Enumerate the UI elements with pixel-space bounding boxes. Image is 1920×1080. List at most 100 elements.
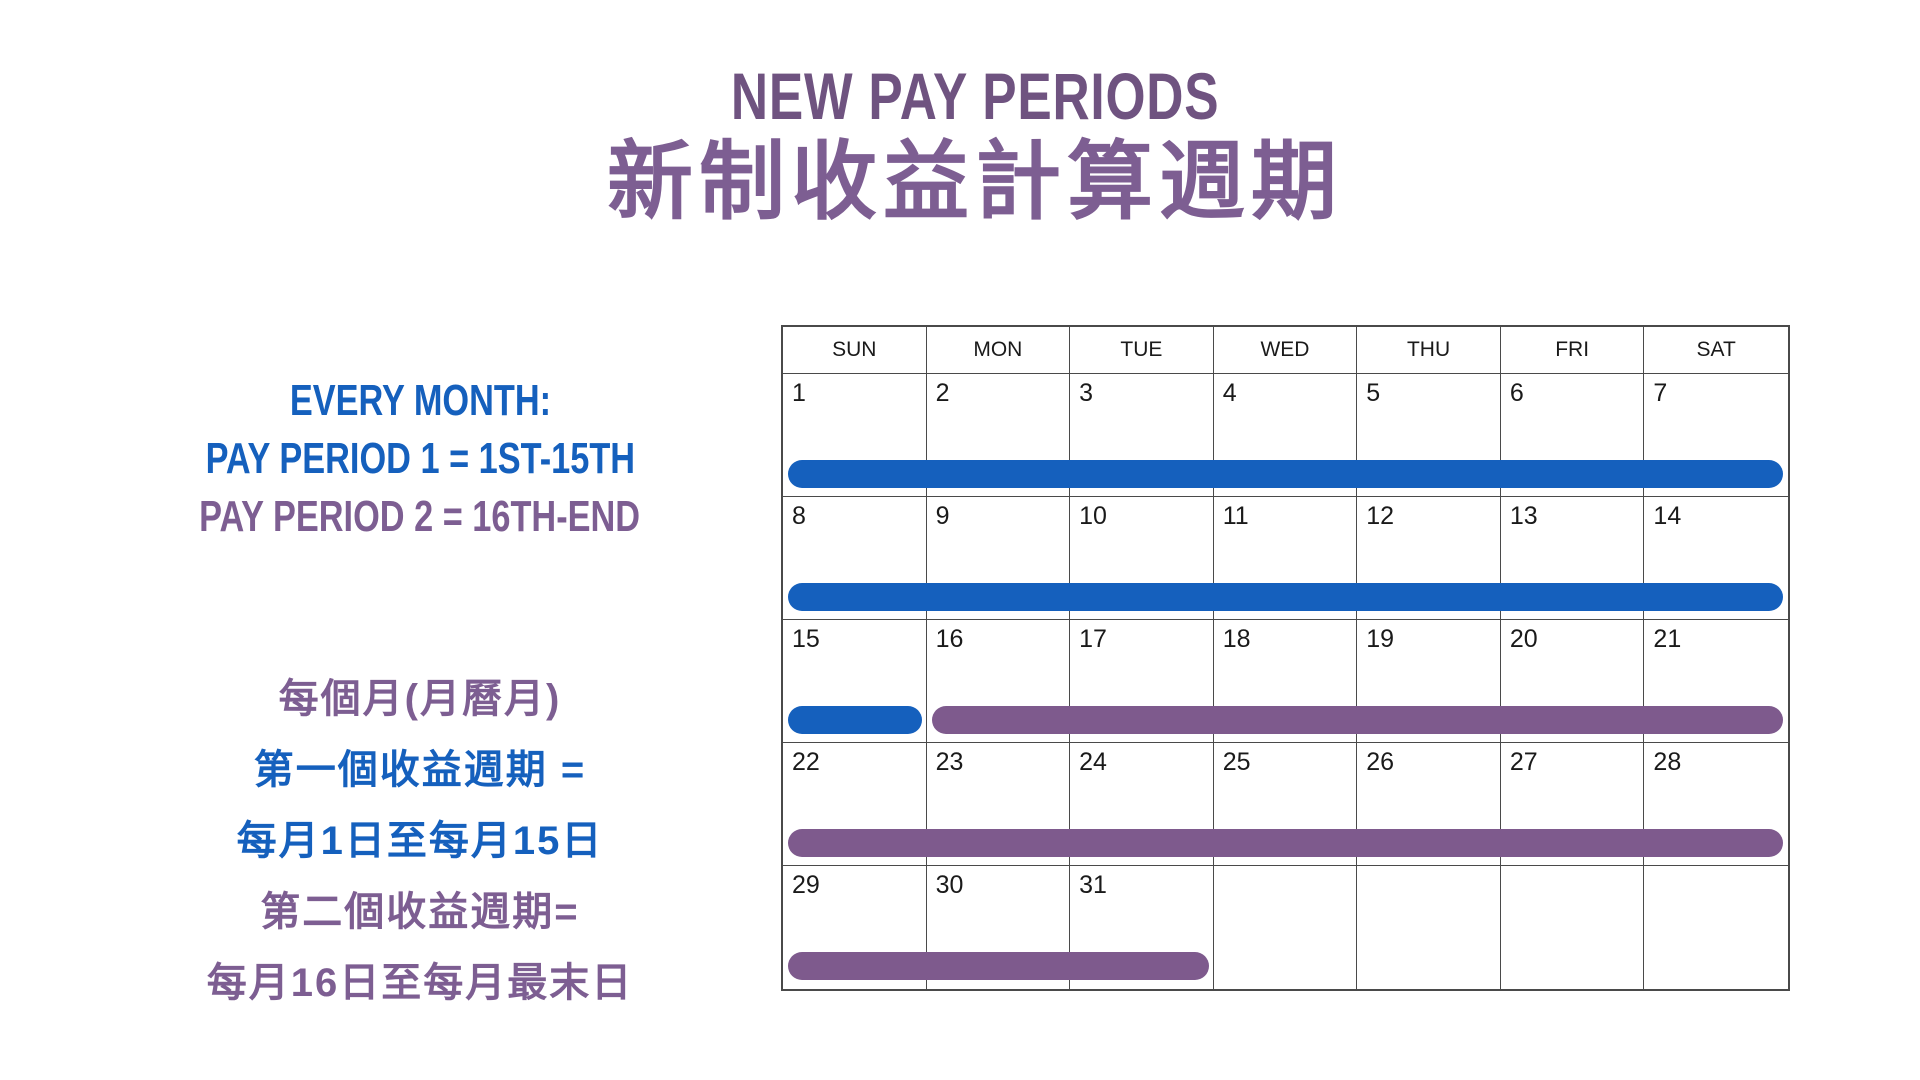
title-chinese: 新制收益計算週期 [607,134,1343,231]
date-number: 29 [792,871,820,899]
day-cell: 21 [1644,620,1788,743]
date-number: 30 [935,871,964,899]
calendar-week-row: 15 16 17 18 19 20 21 [783,620,1788,743]
day-cell: 22 [783,743,927,866]
day-cell: 11 [1213,497,1358,620]
zh-rule-line: 每月1日至每月15日 [236,819,604,863]
pay-period-rule-line: PAY PERIOD 2 = 16TH-END [115,488,725,546]
date-number: 18 [1222,625,1251,653]
date-number: 14 [1653,502,1682,530]
zh-rule-line: 每個月(月曆月) [278,677,562,721]
day-header: MON [926,327,1071,374]
every-month-label: EVERY MONTH: [289,376,551,425]
day-cell: 30 [927,866,1071,989]
page-title: NEW PAY PERIODS 新制收益計算週期 [0,59,1920,232]
date-number: 12 [1366,502,1395,530]
date-number: 17 [1079,625,1107,653]
day-cell: 23 [926,743,1071,866]
date-number: 10 [1079,502,1107,530]
day-cell: 19 [1357,620,1501,743]
date-number: 21 [1653,625,1682,653]
date-number: 16 [935,625,964,653]
calendar-week-row: 8 9 10 11 12 13 14 [783,497,1788,620]
pay-period-2-label: PAY PERIOD 2 = 16TH-END [199,492,641,541]
title-english-text: NEW PAY PERIODS [730,59,1220,133]
zh-rule-line: 第一個收益週期 = [253,748,587,792]
day-cell: 5 [1357,374,1501,497]
day-header: SUN [783,327,927,374]
date-number: 9 [935,502,950,530]
day-header: THU [1357,327,1501,374]
calendar-week-row: 29 30 31 [783,866,1788,989]
pay-period-bar-purple [931,706,1783,734]
pay-period-rule-line: EVERY MONTH: [115,372,725,430]
date-number: 1 [792,379,806,407]
day-cell: 17 [1070,620,1214,743]
pay-period-bar-blue [788,706,922,734]
day-cell: 10 [1070,497,1214,620]
date-number: 28 [1653,748,1682,776]
date-number: 23 [935,748,964,776]
day-cell: 6 [1500,374,1645,497]
day-cell [1214,866,1358,989]
day-cell: 27 [1500,743,1645,866]
date-number: 15 [792,625,820,653]
zh-rule-line: 第二個收益週期= [260,890,580,934]
day-cell: 9 [926,497,1071,620]
date-number: 19 [1366,625,1395,653]
date-number: 11 [1222,502,1249,530]
date-number: 26 [1366,748,1395,776]
day-header: SAT [1644,327,1788,374]
day-cell [1357,866,1501,989]
day-cell: 15 [783,620,927,743]
date-number: 20 [1509,625,1538,653]
day-cell: 3 [1070,374,1214,497]
calendar-week-row: 1 2 3 4 5 6 7 [783,374,1788,497]
pay-period-bar-purple [788,829,1783,857]
date-number: 31 [1079,871,1107,899]
explanation-panel: EVERY MONTH: PAY PERIOD 1 = 1ST-15TH PAY… [115,372,725,1019]
date-number: 2 [935,379,950,407]
day-cell: 16 [926,620,1071,743]
day-cell: 2 [926,374,1071,497]
date-number: 4 [1222,379,1237,407]
calendar: SUN MON TUE WED THU FRI SAT 1 2 3 4 5 6 7 8 9 10 11 12 13 14… [781,325,1790,991]
date-number: 27 [1509,748,1538,776]
title-english: NEW PAY PERIODS [30,59,1920,133]
pay-period-1-label: PAY PERIOD 1 = 1ST-15TH [205,434,635,483]
day-cell: 8 [783,497,927,620]
day-cell: 13 [1500,497,1645,620]
calendar-header-row: SUN MON TUE WED THU FRI SAT [783,327,1788,374]
explanation-chinese-block: 每個月(月曆月) 第一個收益週期 = 每月1日至每月15日 第二個收益週期= 每… [115,664,725,1019]
date-number: 5 [1366,379,1381,407]
day-cell: 26 [1357,743,1501,866]
day-header: TUE [1070,327,1214,374]
pay-period-bar-purple [788,952,1209,980]
pay-period-bar-blue [788,460,1783,488]
day-cell: 7 [1644,374,1788,497]
day-cell: 4 [1213,374,1358,497]
calendar-week-row: 22 23 24 25 26 27 28 [783,743,1788,866]
day-header: WED [1213,327,1358,374]
date-number: 7 [1653,379,1668,407]
date-number: 3 [1079,379,1094,407]
day-cell: 1 [783,374,927,497]
date-number: 25 [1222,748,1251,776]
day-cell: 25 [1213,743,1358,866]
date-number: 6 [1509,379,1524,407]
day-cell: 29 [783,866,927,989]
day-cell: 20 [1500,620,1645,743]
day-cell: 31 [1070,866,1214,989]
date-number: 13 [1509,502,1538,530]
zh-rule-line: 每月16日至每月最末日 [206,961,634,1005]
day-cell: 28 [1644,743,1788,866]
day-cell: 14 [1644,497,1788,620]
day-cell: 12 [1357,497,1501,620]
day-cell: 24 [1070,743,1214,866]
date-number: 24 [1079,748,1107,776]
day-cell: 18 [1213,620,1358,743]
day-cell [1644,866,1788,989]
day-header: FRI [1500,327,1645,374]
date-number: 22 [792,748,820,776]
pay-period-rule-line: PAY PERIOD 1 = 1ST-15TH [115,430,725,488]
